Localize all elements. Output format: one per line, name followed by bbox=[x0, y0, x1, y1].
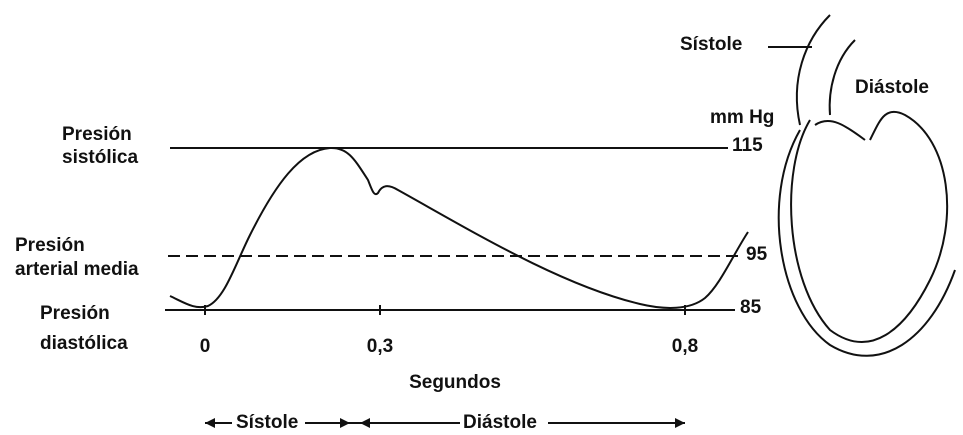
arrow-head bbox=[675, 418, 685, 428]
phase-label: Diástole bbox=[463, 412, 537, 433]
label: diastólica bbox=[40, 333, 128, 354]
x-tick-label: 0,8 bbox=[672, 336, 698, 357]
label: arterial media bbox=[15, 259, 139, 280]
heart-label: Diástole bbox=[855, 77, 929, 98]
x-tick-label: 0 bbox=[200, 336, 211, 357]
level-label: 85 bbox=[740, 297, 762, 318]
label: Presión bbox=[62, 124, 132, 145]
label: Presión bbox=[15, 235, 85, 256]
label: sistólica bbox=[62, 147, 138, 168]
heart-label: Sístole bbox=[680, 34, 742, 55]
phase-label: Sístole bbox=[236, 412, 298, 433]
heart-label: mm Hg bbox=[710, 107, 774, 128]
label: Presión bbox=[40, 303, 110, 324]
x-axis-label: Segundos bbox=[409, 372, 501, 393]
arrow-head bbox=[205, 418, 215, 428]
level-label: 115 bbox=[732, 135, 763, 156]
arrow-head bbox=[340, 418, 370, 428]
x-tick-label: 0,3 bbox=[367, 336, 393, 357]
pressure-curve bbox=[169, 146, 749, 309]
heart-sketch bbox=[777, 14, 956, 357]
level-label: 95 bbox=[746, 244, 768, 265]
